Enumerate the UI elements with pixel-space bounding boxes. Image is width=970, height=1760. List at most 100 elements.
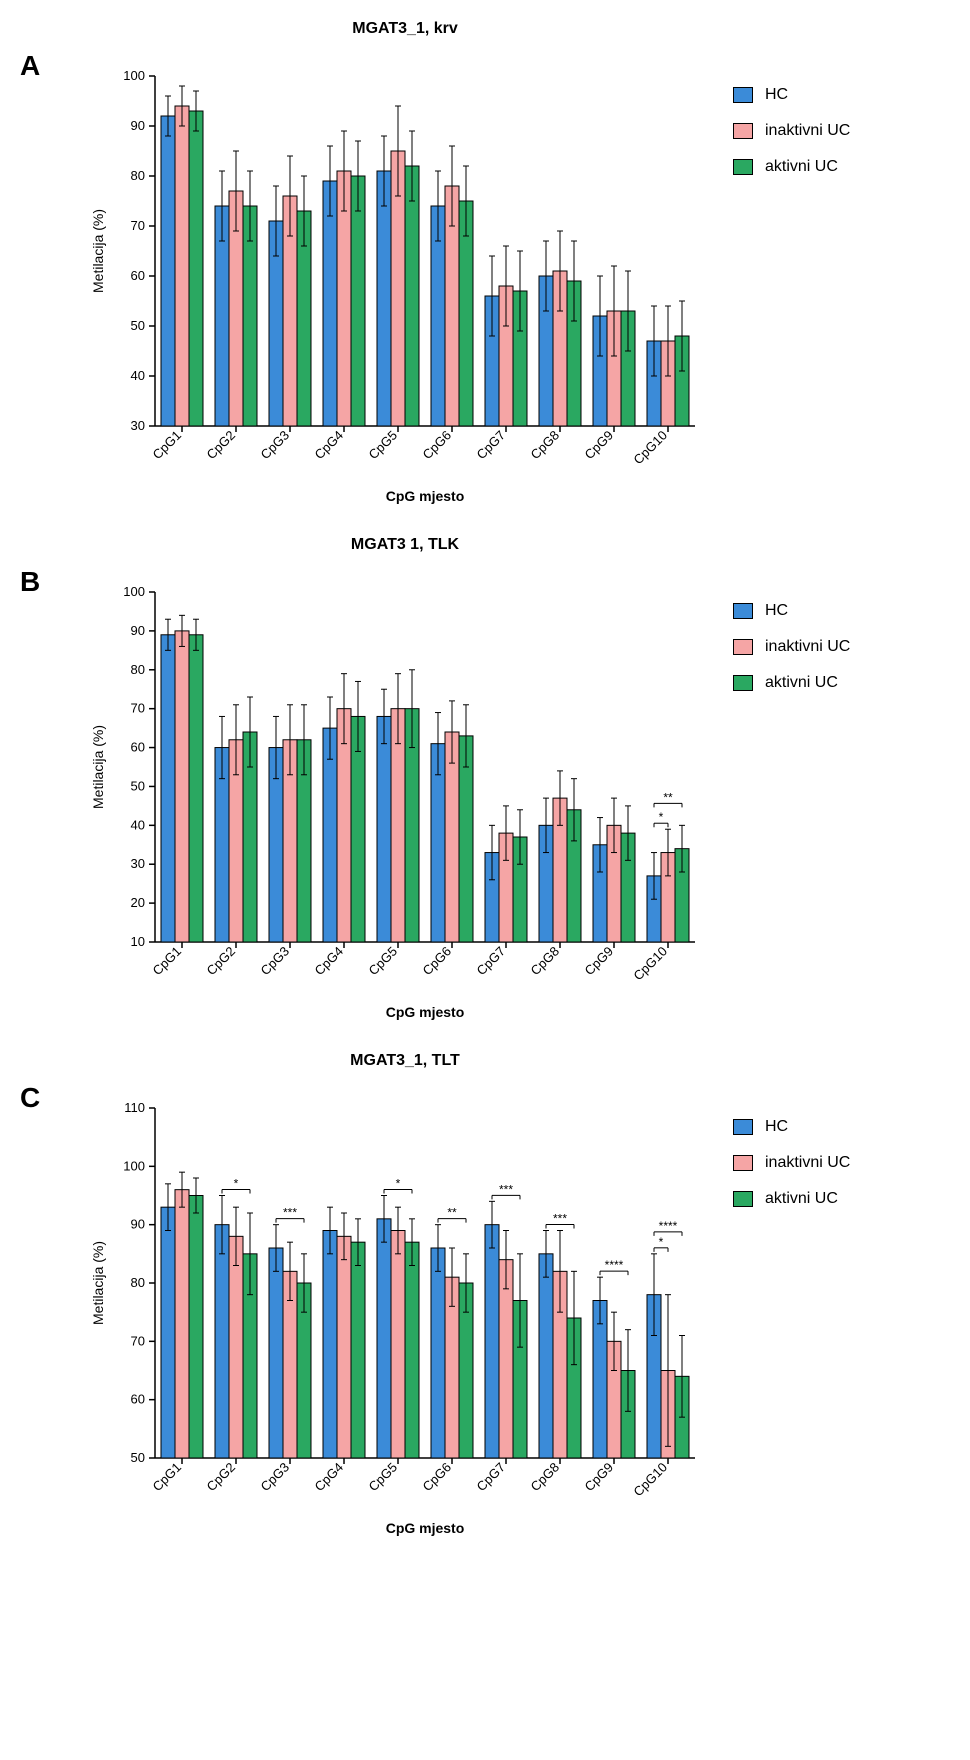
svg-text:CpG mjesto: CpG mjesto <box>386 488 465 504</box>
legend-label-active: aktivni UC <box>765 1190 838 1208</box>
panel-A: MGAT3_1, krv A 30405060708090100Metilaci… <box>25 20 945 516</box>
svg-text:40: 40 <box>131 368 145 383</box>
bar-C-CpG7-hc <box>485 1225 499 1458</box>
svg-text:70: 70 <box>131 1333 145 1348</box>
legend: HC inaktivni UC aktivni UC <box>733 86 850 194</box>
svg-text:20: 20 <box>131 895 145 910</box>
legend: HC inaktivni UC aktivni UC <box>733 602 850 710</box>
svg-text:100: 100 <box>123 1158 145 1173</box>
svg-text:***: *** <box>553 1212 567 1226</box>
legend-item-active: aktivni UC <box>733 158 850 176</box>
legend-swatch-inactive <box>733 123 753 139</box>
legend-label-inactive: inaktivni UC <box>765 1154 850 1172</box>
svg-text:CpG5: CpG5 <box>365 944 400 979</box>
legend-swatch-hc <box>733 603 753 619</box>
legend-swatch-hc <box>733 87 753 103</box>
svg-text:CpG7: CpG7 <box>473 428 508 463</box>
bar-A-CpG1-inactive <box>175 106 189 426</box>
svg-text:Metilacija (%): Metilacija (%) <box>90 725 106 809</box>
bar-A-CpG5-active <box>405 166 419 426</box>
svg-text:Metilacija (%): Metilacija (%) <box>90 209 106 293</box>
svg-text:****: **** <box>659 1219 678 1233</box>
legend: HC inaktivni UC aktivni UC <box>733 1118 850 1226</box>
svg-text:90: 90 <box>131 623 145 638</box>
svg-text:*: * <box>396 1177 401 1191</box>
bar-C-CpG5-hc <box>377 1219 391 1458</box>
svg-text:10: 10 <box>131 934 145 949</box>
svg-text:30: 30 <box>131 418 145 433</box>
svg-text:CpG2: CpG2 <box>203 944 238 979</box>
bar-A-CpG4-hc <box>323 181 337 426</box>
bar-A-CpG1-active <box>189 111 203 426</box>
legend-label-inactive: inaktivni UC <box>765 638 850 656</box>
svg-text:*: * <box>234 1177 239 1191</box>
svg-text:CpG10: CpG10 <box>630 1460 670 1500</box>
bar-C-CpG8-hc <box>539 1254 553 1458</box>
svg-text:CpG4: CpG4 <box>311 428 346 463</box>
chart-title-A: MGAT3_1, krv <box>85 20 725 38</box>
legend-label-hc: HC <box>765 1118 788 1136</box>
bar-C-CpG5-inactive <box>391 1231 405 1459</box>
svg-text:CpG8: CpG8 <box>527 428 562 463</box>
svg-text:60: 60 <box>131 1392 145 1407</box>
bar-C-CpG1-active <box>189 1196 203 1459</box>
svg-text:CpG1: CpG1 <box>149 944 184 979</box>
svg-text:30: 30 <box>131 856 145 871</box>
svg-text:50: 50 <box>131 1450 145 1465</box>
chart-title-B: MGAT3 1, TLK <box>85 536 725 554</box>
bar-C-CpG5-active <box>405 1242 419 1458</box>
bar-A-CpG5-hc <box>377 171 391 426</box>
svg-text:50: 50 <box>131 778 145 793</box>
svg-text:CpG6: CpG6 <box>419 428 454 463</box>
bar-C-CpG6-hc <box>431 1248 445 1458</box>
svg-text:Metilacija (%): Metilacija (%) <box>90 1241 106 1325</box>
legend-swatch-inactive <box>733 1155 753 1171</box>
svg-text:CpG5: CpG5 <box>365 428 400 463</box>
bar-B-CpG5-hc <box>377 716 391 942</box>
panel-label-B: B <box>20 566 40 598</box>
chart-svg: 102030405060708090100Metilacija (%)CpG1C… <box>85 562 705 1032</box>
panel-label-C: C <box>20 1082 40 1114</box>
svg-text:80: 80 <box>131 168 145 183</box>
bar-C-CpG2-inactive <box>229 1236 243 1458</box>
svg-text:90: 90 <box>131 118 145 133</box>
bar-C-CpG7-inactive <box>499 1260 513 1458</box>
svg-text:CpG3: CpG3 <box>257 944 292 979</box>
svg-text:60: 60 <box>131 268 145 283</box>
legend-label-hc: HC <box>765 602 788 620</box>
svg-text:60: 60 <box>131 740 145 755</box>
svg-text:CpG5: CpG5 <box>365 1460 400 1495</box>
bar-B-CpG4-hc <box>323 728 337 942</box>
svg-text:70: 70 <box>131 701 145 716</box>
svg-text:CpG4: CpG4 <box>311 944 346 979</box>
svg-text:80: 80 <box>131 662 145 677</box>
figure-container: MGAT3_1, krv A 30405060708090100Metilaci… <box>25 20 945 1548</box>
svg-text:CpG mjesto: CpG mjesto <box>386 1004 465 1020</box>
svg-text:CpG7: CpG7 <box>473 944 508 979</box>
svg-text:CpG3: CpG3 <box>257 428 292 463</box>
svg-text:***: *** <box>499 1182 513 1196</box>
svg-text:CpG8: CpG8 <box>527 944 562 979</box>
legend-swatch-active <box>733 1191 753 1207</box>
svg-text:90: 90 <box>131 1217 145 1232</box>
svg-text:*: * <box>659 810 664 824</box>
legend-label-hc: HC <box>765 86 788 104</box>
svg-text:CpG10: CpG10 <box>630 428 670 468</box>
chart-svg: 30405060708090100Metilacija (%)CpG1CpG2C… <box>85 46 705 516</box>
svg-text:CpG4: CpG4 <box>311 1460 346 1495</box>
chart-wrap-B: 102030405060708090100Metilacija (%)CpG1C… <box>85 562 705 1032</box>
svg-text:CpG9: CpG9 <box>581 428 616 463</box>
legend-swatch-hc <box>733 1119 753 1135</box>
svg-text:70: 70 <box>131 218 145 233</box>
svg-text:CpG1: CpG1 <box>149 428 184 463</box>
chart-wrap-A: 30405060708090100Metilacija (%)CpG1CpG2C… <box>85 46 705 516</box>
svg-text:***: *** <box>283 1206 297 1220</box>
bar-C-CpG4-inactive <box>337 1236 351 1458</box>
legend-label-active: aktivni UC <box>765 674 838 692</box>
chart-title-C: MGAT3_1, TLT <box>85 1052 725 1070</box>
svg-text:110: 110 <box>124 1100 145 1115</box>
svg-text:100: 100 <box>123 68 145 83</box>
bar-B-CpG1-hc <box>161 635 175 942</box>
svg-text:CpG9: CpG9 <box>581 1460 616 1495</box>
bar-C-CpG1-inactive <box>175 1190 189 1458</box>
